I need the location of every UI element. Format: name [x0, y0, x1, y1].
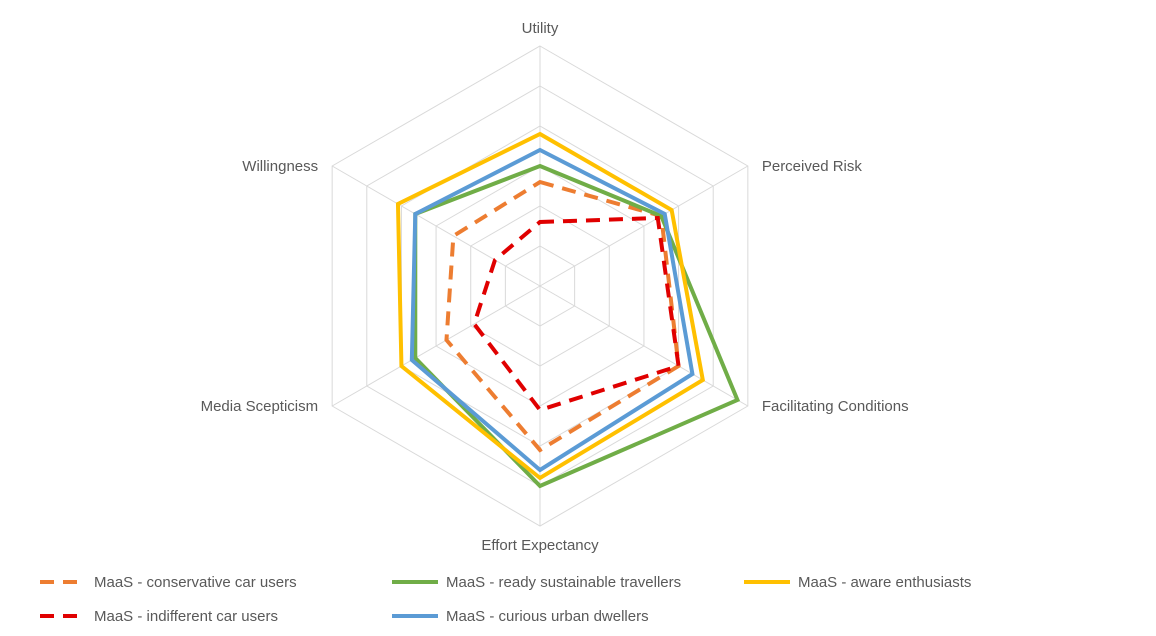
- legend-label: MaaS - ready sustainable travellers: [446, 574, 681, 591]
- axis-label: Utility: [522, 20, 559, 37]
- axis-label: Facilitating Conditions: [762, 398, 909, 415]
- legend: MaaS - conservative car users MaaS - read…: [40, 574, 971, 625]
- legend-label: MaaS - indifferent car users: [94, 608, 278, 625]
- series-line: [413, 163, 741, 489]
- series-line: [471, 215, 681, 413]
- axis-label: Media Scepticism: [201, 398, 319, 415]
- grid-spoke: [539, 165, 749, 287]
- grid-spoke: [331, 285, 541, 407]
- axis-label: Willingness: [242, 158, 318, 175]
- radar-series: [395, 131, 741, 489]
- grid-spoke: [539, 285, 749, 407]
- axis-label: Effort Expectancy: [481, 537, 599, 554]
- legend-label: MaaS - conservative car users: [94, 574, 297, 591]
- axis-label: Perceived Risk: [762, 158, 863, 175]
- series-line: [409, 147, 695, 473]
- series-line: [395, 131, 706, 481]
- legend-label: MaaS - curious urban dwellers: [446, 608, 649, 625]
- grid-spoke: [331, 165, 541, 287]
- axis-labels: Utility Perceived Risk Facilitating Condit…: [201, 20, 909, 554]
- legend-label: MaaS - aware enthusiasts: [798, 574, 971, 591]
